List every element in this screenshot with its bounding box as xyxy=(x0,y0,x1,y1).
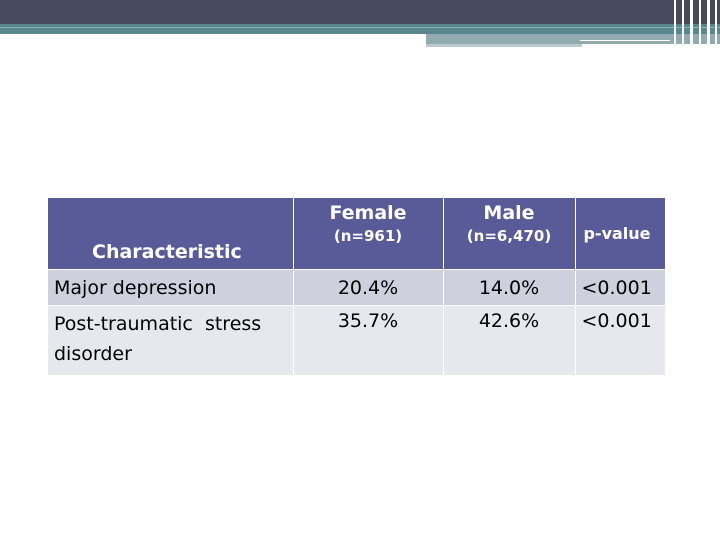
header-male-label: Male xyxy=(483,202,535,224)
cell-male: 14.0% xyxy=(443,269,576,306)
header-female-n: (n=961) xyxy=(333,227,403,245)
header-p-value: p-value xyxy=(575,198,666,270)
header-male-n: (n=6,470) xyxy=(466,227,552,245)
slide-sub-line xyxy=(580,40,670,41)
results-table: Characteristic Female (n=961) Male (n=6,… xyxy=(48,198,666,376)
slide-accent-band xyxy=(0,24,720,34)
row-label: Post-traumatic stress disorder xyxy=(48,305,294,376)
header-male: Male (n=6,470) xyxy=(443,198,576,270)
header-characteristic: Characteristic xyxy=(48,198,294,270)
cell-male: 42.6% xyxy=(443,305,576,376)
slide-sub-band xyxy=(426,34,720,44)
header-female: Female (n=961) xyxy=(293,198,444,270)
slide-accent-line xyxy=(0,27,720,28)
table-row: Post-traumatic stress disorder 35.7% 42.… xyxy=(48,305,666,376)
slide-header-band xyxy=(0,0,720,24)
header-female-label: Female xyxy=(329,202,407,224)
table-row: Major depression 20.4% 14.0% <0.001 xyxy=(48,269,666,306)
cell-female: 20.4% xyxy=(293,269,444,306)
slide-sub-band-lower xyxy=(426,44,582,47)
cell-p-value: <0.001 xyxy=(575,269,666,306)
cell-female: 35.7% xyxy=(293,305,444,376)
row-label: Major depression xyxy=(48,269,294,306)
table-header-row: Characteristic Female (n=961) Male (n=6,… xyxy=(48,198,666,270)
slide-corner-stripes xyxy=(668,0,720,48)
cell-p-value: <0.001 xyxy=(575,305,666,376)
